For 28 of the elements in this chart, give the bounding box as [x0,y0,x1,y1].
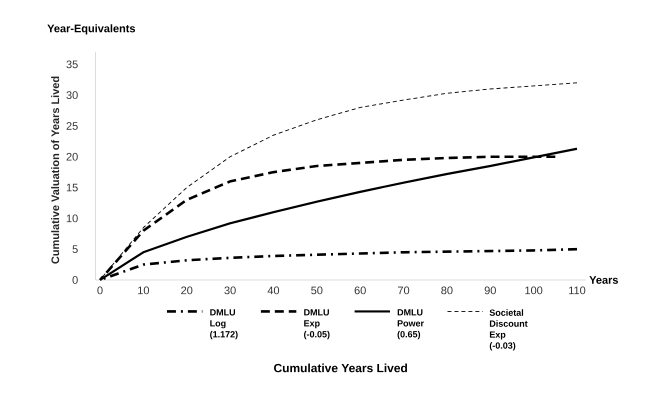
x-tick-label: 50 [311,286,322,294]
y-tick-label: 0 [72,276,78,284]
legend-label: DMLU Log (1.172) [210,309,238,340]
legend-label: DMLU Power (0.65) [398,309,424,340]
x-tick-label: 20 [181,286,192,294]
text: Cumulative Years Lived [274,364,407,372]
y-tick-label: 35 [66,60,78,68]
x-tick-label: 110 [569,286,586,294]
y-tick-label: 15 [66,184,78,192]
y-tick-label: 30 [66,91,78,100]
legend-label: Societal Discount Exp (-0.03) [490,309,528,350]
y-axis-title: Cumulative Valuation of Years Lived [51,76,60,264]
chart-title: Year-Equivalents [47,24,136,34]
x-tick-label: 30 [224,286,236,294]
x-tick-label: 60 [354,286,366,294]
x-tick-label: 80 [441,286,453,294]
x-tick-label: 100 [525,286,542,294]
text: Years [589,276,618,284]
x-tick-label: 0 [97,286,103,294]
y-tick-label: 10 [66,214,78,222]
y-tick-label: 20 [66,152,78,161]
x-tick-label: 90 [484,286,496,294]
y-tick-label: 25 [66,122,78,130]
x-tick-label: 10 [138,286,150,294]
legend-label: DMLU Exp (-0.05) [304,309,330,340]
x-tick-label: 70 [398,286,410,294]
y-tick-label: 5 [72,245,78,254]
x-tick-label: 40 [268,286,280,294]
